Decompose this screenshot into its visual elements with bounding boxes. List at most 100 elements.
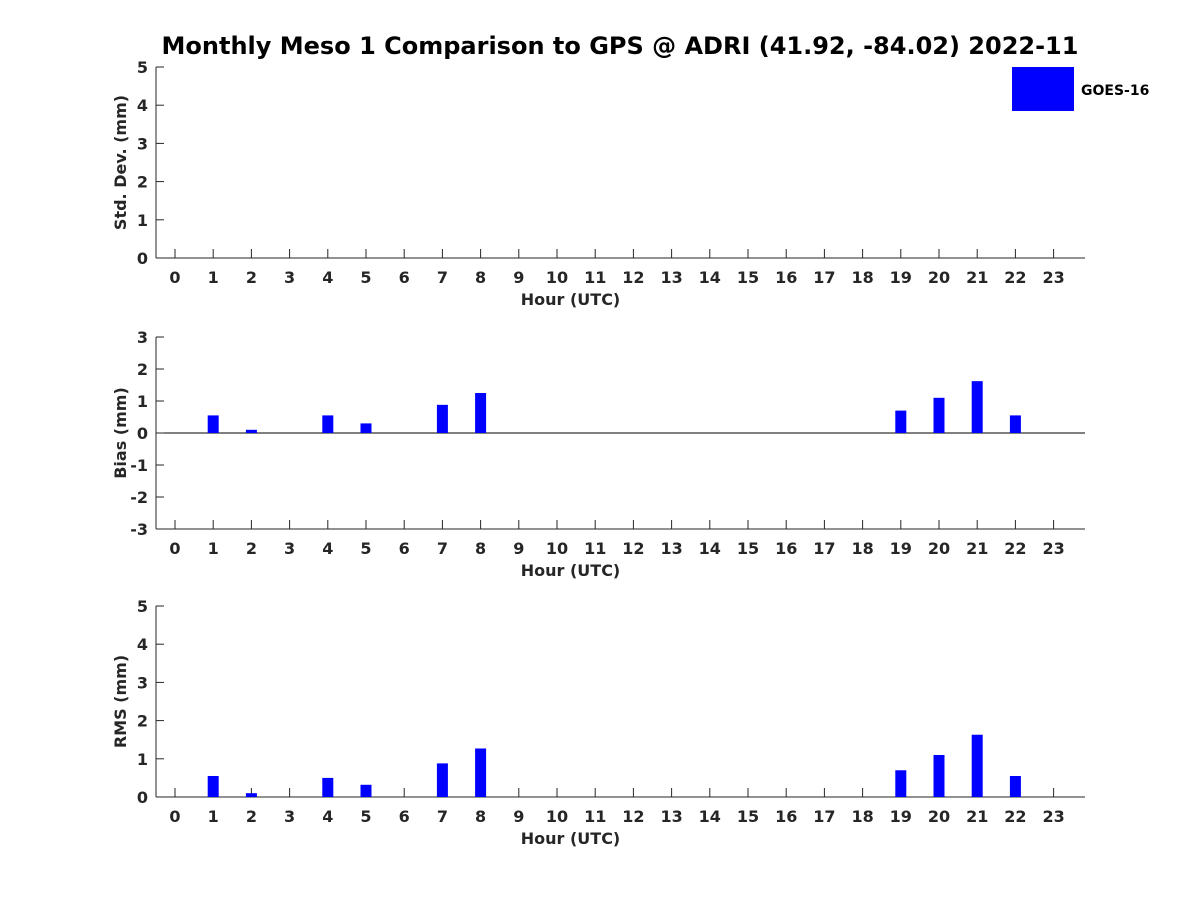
x-tick-label: 0 <box>169 807 180 826</box>
y-tick-label: 0 <box>137 788 148 807</box>
x-tick-label: 12 <box>622 539 644 558</box>
x-tick-label: 8 <box>475 268 486 287</box>
bar <box>245 429 257 433</box>
x-tick-label: 6 <box>399 539 410 558</box>
x-tick-label: 2 <box>246 807 257 826</box>
x-tick-label: 20 <box>928 539 950 558</box>
x-tick-label: 13 <box>660 807 682 826</box>
y-tick-label: 3 <box>137 134 148 153</box>
x-tick-label: 6 <box>399 268 410 287</box>
legend-swatch <box>1012 67 1074 111</box>
bar <box>436 404 448 433</box>
x-tick-label: 10 <box>546 807 568 826</box>
x-tick-label: 4 <box>322 539 333 558</box>
x-tick-label: 21 <box>966 807 988 826</box>
y-axis-label: RMS (mm) <box>111 655 130 748</box>
x-tick-label: 10 <box>546 539 568 558</box>
y-axis-label: Bias (mm) <box>111 387 130 479</box>
x-tick-label: 8 <box>475 539 486 558</box>
x-tick-label: 12 <box>622 268 644 287</box>
y-tick-label: -3 <box>130 520 148 539</box>
x-tick-label: 2 <box>246 268 257 287</box>
x-tick-label: 3 <box>284 268 295 287</box>
x-tick-label: 16 <box>775 539 797 558</box>
bar <box>322 777 334 797</box>
x-tick-label: 5 <box>360 539 371 558</box>
y-tick-label: 1 <box>137 750 148 769</box>
x-tick-label: 11 <box>584 268 606 287</box>
chart-title: Monthly Meso 1 Comparison to GPS @ ADRI … <box>162 32 1079 60</box>
x-tick-label: 11 <box>584 807 606 826</box>
y-tick-label: 4 <box>137 96 148 115</box>
x-tick-label: 1 <box>208 807 219 826</box>
x-tick-label: 18 <box>851 268 873 287</box>
x-tick-label: 7 <box>437 807 448 826</box>
x-tick-label: 19 <box>890 539 912 558</box>
y-tick-label: 5 <box>137 597 148 616</box>
x-tick-label: 3 <box>284 807 295 826</box>
y-tick-label: 1 <box>137 211 148 230</box>
x-tick-label: 12 <box>622 807 644 826</box>
x-tick-label: 19 <box>890 268 912 287</box>
x-tick-label: 0 <box>169 268 180 287</box>
bar <box>360 423 372 433</box>
x-tick-label: 14 <box>699 268 721 287</box>
legend-label: GOES-16 <box>1081 83 1149 99</box>
bar <box>322 415 334 433</box>
x-tick-label: 19 <box>890 807 912 826</box>
x-tick-label: 8 <box>475 807 486 826</box>
x-axis-label: Hour (UTC) <box>521 829 621 848</box>
x-tick-label: 10 <box>546 268 568 287</box>
bar <box>475 748 487 797</box>
x-tick-label: 6 <box>399 807 410 826</box>
bar <box>895 770 907 797</box>
bar <box>1009 415 1021 433</box>
x-tick-label: 18 <box>851 807 873 826</box>
bar <box>933 397 945 433</box>
x-tick-label: 3 <box>284 539 295 558</box>
x-tick-label: 17 <box>813 268 835 287</box>
bar <box>207 775 219 797</box>
y-tick-label: 5 <box>137 58 148 77</box>
x-tick-label: 9 <box>513 807 524 826</box>
x-tick-label: 13 <box>660 268 682 287</box>
x-tick-label: 9 <box>513 268 524 287</box>
x-tick-label: 16 <box>775 268 797 287</box>
x-tick-label: 21 <box>966 268 988 287</box>
y-axis-label: Std. Dev. (mm) <box>111 95 130 230</box>
y-tick-label: 2 <box>137 360 148 379</box>
x-tick-label: 5 <box>360 268 371 287</box>
bar <box>360 784 372 797</box>
bar <box>971 734 983 797</box>
x-tick-label: 14 <box>699 539 721 558</box>
legend: GOES-16 <box>1012 67 1149 111</box>
y-tick-label: 2 <box>137 712 148 731</box>
x-tick-label: 13 <box>660 539 682 558</box>
x-tick-label: 23 <box>1042 539 1064 558</box>
x-tick-label: 7 <box>437 268 448 287</box>
y-tick-label: 2 <box>137 173 148 192</box>
x-tick-label: 1 <box>208 539 219 558</box>
y-tick-label: 0 <box>137 424 148 443</box>
x-tick-label: 16 <box>775 807 797 826</box>
bar <box>207 415 219 433</box>
x-tick-label: 22 <box>1004 539 1026 558</box>
x-tick-label: 21 <box>966 539 988 558</box>
x-tick-label: 15 <box>737 268 759 287</box>
bar <box>475 393 487 433</box>
x-tick-label: 1 <box>208 268 219 287</box>
x-tick-label: 14 <box>699 807 721 826</box>
x-tick-label: 20 <box>928 807 950 826</box>
bar <box>895 410 907 433</box>
x-tick-label: 4 <box>322 268 333 287</box>
x-tick-label: 9 <box>513 539 524 558</box>
bar <box>933 754 945 797</box>
x-tick-label: 4 <box>322 807 333 826</box>
x-tick-label: 15 <box>737 807 759 826</box>
bar <box>1009 775 1021 797</box>
y-tick-label: 0 <box>137 249 148 268</box>
x-tick-label: 11 <box>584 539 606 558</box>
y-tick-label: 1 <box>137 392 148 411</box>
